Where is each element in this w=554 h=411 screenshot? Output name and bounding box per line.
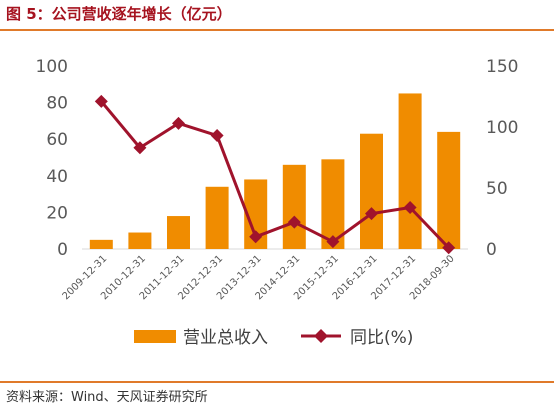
- yoy-marker: [326, 235, 340, 249]
- revenue-bar: [360, 133, 383, 249]
- left-tick-label: 0: [57, 240, 68, 260]
- revenue-bar: [167, 216, 190, 249]
- legend-bar-label: 营业总收入: [183, 328, 268, 348]
- revenue-bar: [398, 93, 422, 249]
- yoy-marker: [94, 94, 108, 108]
- legend-line-label: 同比(%): [350, 328, 413, 348]
- bottom-divider: [0, 381, 554, 383]
- yoy-marker: [210, 129, 224, 143]
- legend: 营业总收入 同比(%): [134, 328, 413, 348]
- bar-series: [89, 93, 461, 249]
- left-tick-label: 80: [46, 94, 68, 114]
- yoy-marker: [403, 201, 417, 215]
- right-tick-label: 150: [486, 57, 518, 77]
- yoy-marker: [442, 241, 456, 255]
- revenue-bar: [128, 232, 152, 249]
- line-series: [94, 94, 456, 255]
- yoy-marker: [133, 141, 147, 155]
- yoy-marker: [365, 207, 378, 221]
- revenue-chart: 0 20 40 60 80 100 0 50 100 150 2009-12-312010-12…: [36, 57, 519, 348]
- yoy-marker: [172, 116, 185, 130]
- yoy-line: [100, 100, 450, 249]
- right-tick-label: 50: [486, 179, 508, 199]
- revenue-bar: [244, 179, 268, 249]
- left-tick-label: 40: [46, 167, 68, 187]
- left-tick-label: 60: [46, 130, 68, 150]
- left-tick-label: 100: [36, 57, 68, 77]
- right-tick-label: 0: [486, 240, 497, 260]
- legend-bar-swatch: [134, 330, 176, 343]
- revenue-bar: [437, 131, 461, 249]
- figure-title: 图 5：公司营收逐年增长（亿元）: [6, 5, 232, 23]
- revenue-bar: [282, 164, 306, 249]
- source-note: 资料来源：Wind、天风证券研究所: [6, 390, 208, 405]
- top-divider: [0, 29, 554, 31]
- x-axis: 2009-12-312010-12-312011-12-312012-12-31…: [61, 253, 457, 302]
- yoy-marker: [287, 215, 301, 229]
- yoy-marker: [249, 230, 263, 244]
- right-axis: 0 50 100 150: [486, 57, 518, 260]
- right-tick-label: 100: [486, 118, 518, 138]
- revenue-bar: [205, 186, 229, 249]
- left-axis: 0 20 40 60 80 100: [36, 57, 68, 260]
- left-tick-label: 20: [46, 203, 68, 223]
- revenue-bar: [89, 239, 113, 249]
- revenue-bar: [321, 159, 345, 249]
- legend-line-marker: [314, 329, 328, 343]
